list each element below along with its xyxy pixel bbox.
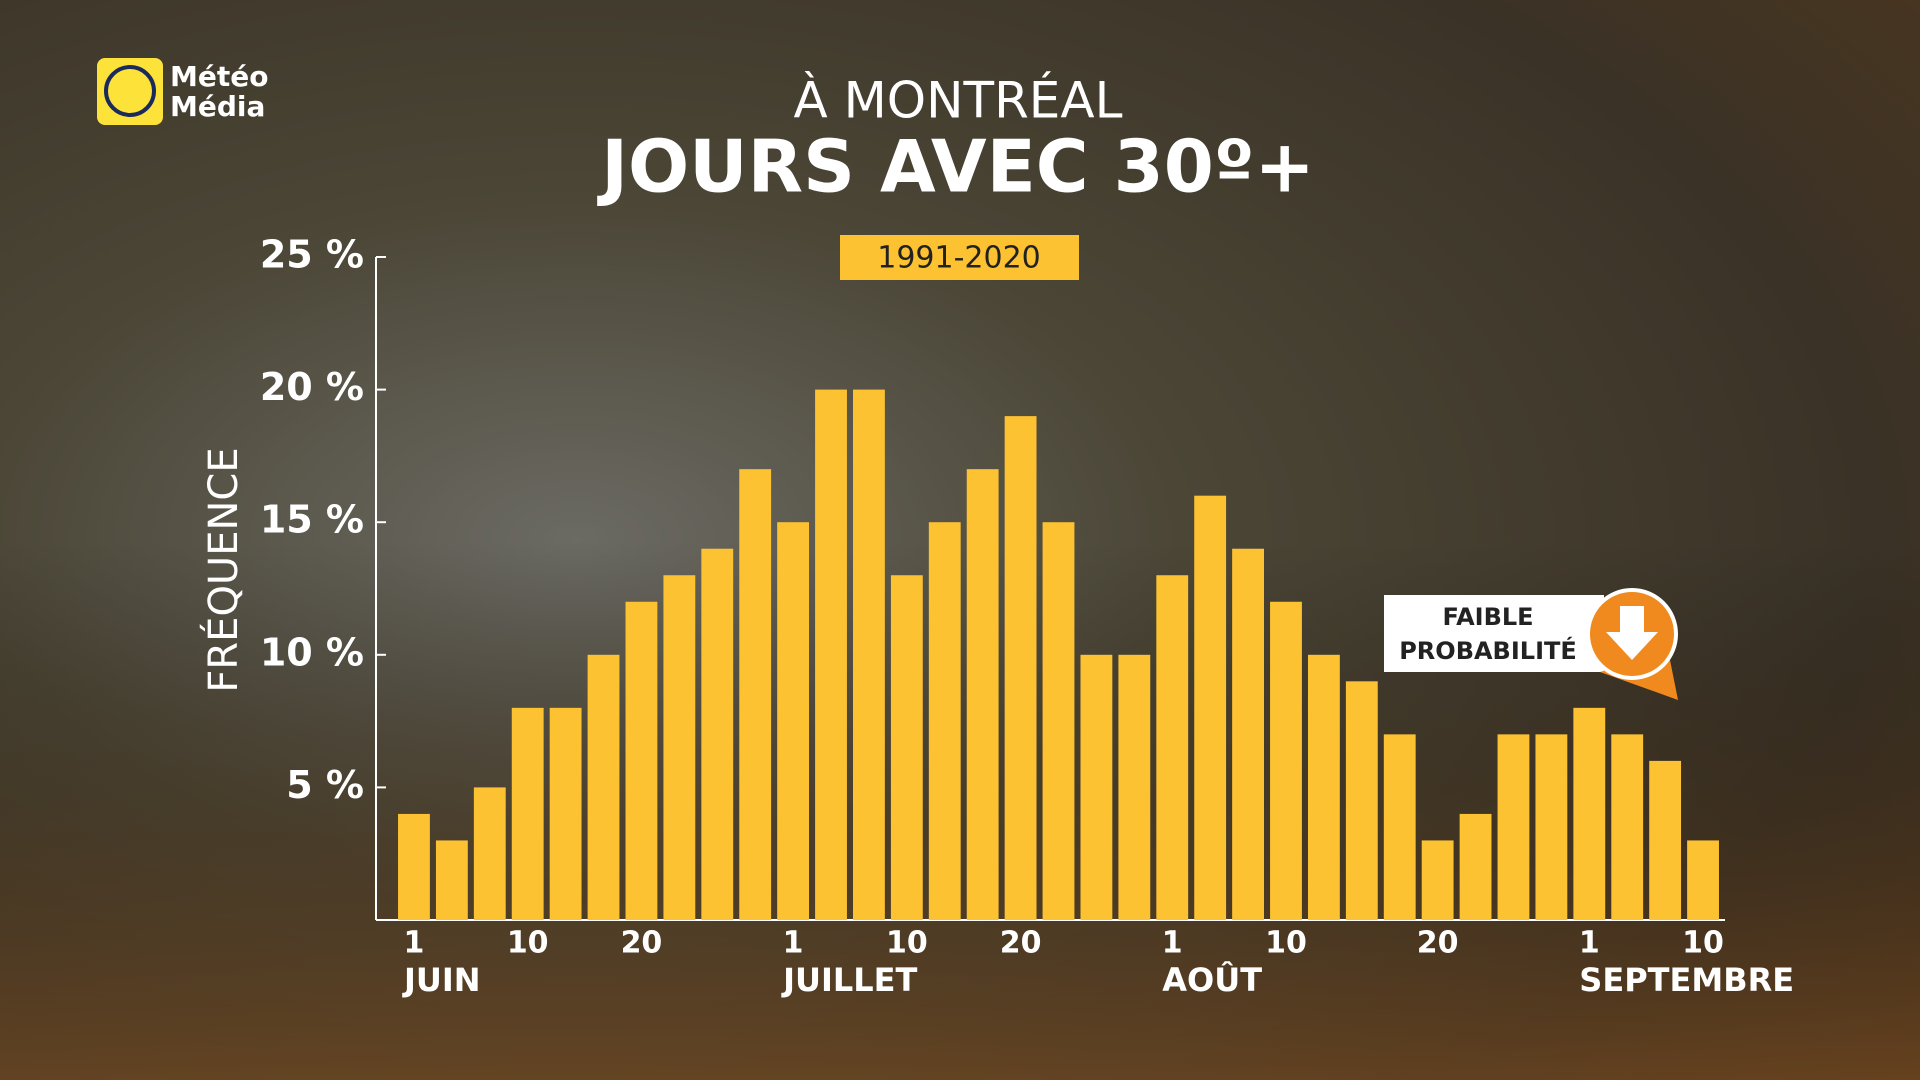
bar: [435, 840, 468, 920]
chart-title: JOURS AVEC 30º+: [596, 125, 1315, 209]
bar: [1459, 813, 1492, 920]
bar: [853, 389, 885, 921]
bar: [549, 707, 582, 920]
y-tick-label: 15 %: [260, 498, 364, 542]
annotation-arrow: [1606, 606, 1658, 660]
bar: [1611, 734, 1644, 920]
bar: [701, 548, 734, 920]
bar: [1345, 681, 1378, 920]
bar: [1004, 416, 1037, 920]
annotation-text: PROBABILITÉ: [1399, 636, 1577, 665]
brand-line: Météo: [170, 60, 268, 93]
month-label: JUIN: [402, 961, 481, 999]
y-axis-label: FRÉQUENCE: [199, 447, 247, 692]
x-tick-label: 20: [1000, 926, 1042, 961]
x-tick-label: 20: [1417, 926, 1459, 961]
bar: [815, 389, 847, 921]
bar: [966, 469, 999, 920]
chart-subtitle: À MONTRÉAL: [794, 71, 1123, 130]
x-tick-label: 10: [886, 926, 928, 961]
bar: [1194, 495, 1227, 920]
bar: [625, 601, 658, 920]
bar: [1118, 654, 1151, 920]
bar: [1232, 548, 1264, 920]
bar: [1497, 734, 1530, 920]
y-tick-label: 25 %: [260, 233, 364, 277]
annotation-text: FAIBLE: [1442, 603, 1533, 631]
bar: [1649, 760, 1682, 920]
bar: [739, 469, 772, 920]
bar: [511, 707, 544, 920]
bar: [398, 813, 430, 920]
x-tick-label: 1: [783, 926, 804, 961]
bar: [928, 522, 961, 920]
y-tick-label: 20 %: [260, 365, 364, 409]
logo: Météo Média: [97, 58, 268, 125]
x-tick-label: 20: [621, 926, 663, 961]
month-label: JUILLET: [781, 961, 917, 999]
bar: [1535, 734, 1568, 920]
period-badge: [840, 235, 1079, 280]
x-tick-label: 1: [1579, 926, 1600, 961]
month-label: AOÛT: [1162, 960, 1262, 999]
logo-globe: [104, 65, 156, 117]
y-tick-label: 5 %: [286, 763, 364, 807]
bar: [890, 575, 923, 920]
brand-line: Média: [170, 90, 265, 123]
x-tick-label: 1: [404, 926, 425, 961]
bar: [1156, 575, 1189, 920]
annotation-box: [1384, 595, 1604, 672]
bar: [1042, 522, 1075, 920]
bar: [777, 522, 810, 920]
annotation: FAIBLE PROBABILITÉ: [1384, 588, 1678, 700]
bar: [473, 787, 506, 920]
bar: [1573, 707, 1606, 920]
x-tick-label: 10: [507, 926, 549, 961]
bar: [1080, 654, 1113, 920]
period-label: 1991-2020: [877, 241, 1041, 276]
x-tick-label: 10: [1265, 926, 1307, 961]
bar: [663, 575, 696, 920]
bar: [1307, 654, 1340, 920]
x-tick-label: 1: [1162, 926, 1183, 961]
bar: [1421, 840, 1454, 920]
bar: [1383, 734, 1416, 920]
bar: [1687, 840, 1719, 920]
bar: [1270, 601, 1302, 920]
bar: [587, 654, 620, 920]
month-label: SEPTEMBRE: [1579, 961, 1794, 999]
x-tick-label: 10: [1682, 926, 1724, 961]
y-tick-label: 10 %: [260, 630, 364, 674]
